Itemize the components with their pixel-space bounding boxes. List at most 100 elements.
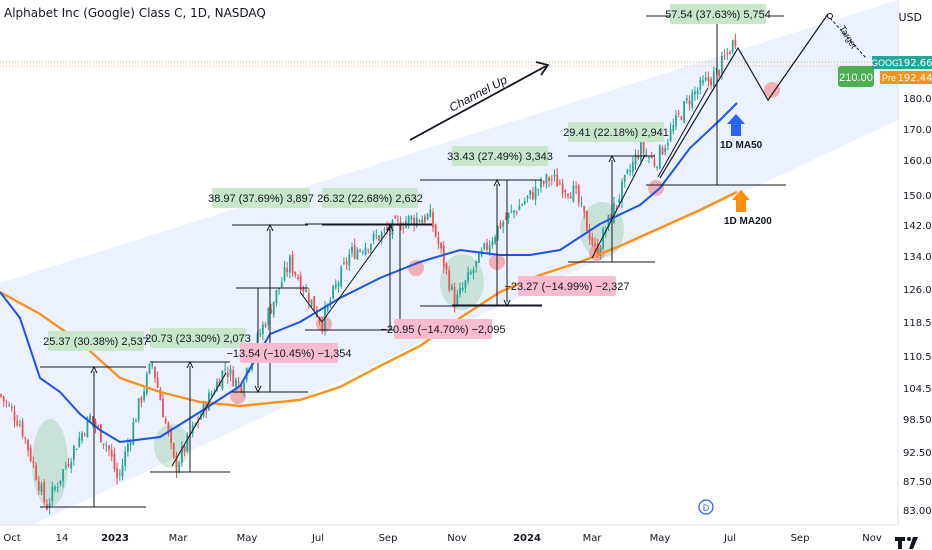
candle [631,156,634,177]
candle [586,210,588,232]
candle [16,414,19,427]
candle [653,154,656,168]
candle [469,269,472,275]
target-line [829,17,867,59]
candle [121,458,124,481]
candle [40,481,43,496]
trend-leg[interactable] [299,291,323,323]
fall-measure[interactable]: −20.95 (−14.70%) −2,095 [305,223,506,339]
rise-measure[interactable]: 57.54 (37.63%) 5,754 [646,4,784,186]
target-badge [838,66,874,87]
candle [561,178,564,198]
time-tick-label: Oct [3,533,20,544]
candle [442,241,445,274]
candle [175,451,178,479]
trend-leg[interactable] [171,372,227,467]
candle [505,212,507,220]
fall-measure[interactable]: −13.54 (−10.45%) −1,354 [226,287,352,394]
channel-up-label: Channel Up [447,72,510,114]
channel-arrow[interactable] [409,65,547,141]
candle [289,254,291,279]
candle [226,366,229,384]
candle [345,257,348,270]
candle [297,273,299,281]
price-tick-label: 83.00 [903,506,932,517]
candle [378,235,380,242]
candle [140,395,143,408]
ma50-label: 1D MA50 [720,140,763,151]
price-tick-label: 180.00 [903,94,932,105]
candle [607,214,610,232]
rise-measure[interactable]: 20.73 (23.30%) 2,073 [145,328,251,473]
candle [494,234,496,245]
candle [78,431,81,448]
candle [35,462,37,481]
candle [626,168,629,175]
candle [710,76,712,90]
candle [375,229,378,240]
candle [704,71,707,82]
candle [21,418,24,439]
candle [467,266,469,285]
candle [313,295,316,311]
rise-measure[interactable]: 25.37 (30.38%) 2,537 [40,331,149,508]
tradingview-logo-icon [895,537,918,549]
candle [216,378,218,392]
candle [302,285,305,297]
rise-label: 25.37 (30.38%) 2,537 [43,336,149,348]
fall-label: −23.27 (−14.99%) −2,327 [504,281,629,293]
trend-leg[interactable] [591,154,646,259]
candle [64,462,67,471]
candle [380,230,383,245]
candle [135,418,137,423]
fall-label-box [518,276,616,296]
trend-leg[interactable] [657,87,709,178]
candle [726,47,729,61]
candle [548,175,550,187]
candle [572,180,575,203]
rise-label: 29.41 (22.18%) 2,941 [563,127,669,139]
candle [75,448,78,451]
candle [370,243,372,254]
time-tick-label: Nov [862,533,882,544]
rise-measure[interactable]: 29.41 (22.18%) 2,941 [563,122,669,263]
dividend-marker-icon[interactable] [698,499,714,515]
candle [575,181,577,194]
candle [291,250,294,277]
candle [235,377,237,394]
candle [459,282,461,298]
candle [48,497,51,515]
price-tick-label: 142.00 [903,221,932,232]
target-point[interactable] [827,13,833,19]
candle [658,144,661,170]
rise-label-box [568,122,664,142]
candle [688,95,691,111]
candle [29,444,32,463]
rise-label: 38.97 (37.69%) 3,897 [208,193,314,205]
rise-label-box [452,146,548,166]
rise-label: 57.54 (37.63%) 5,754 [665,9,771,21]
ma200-label: 1D MA200 [724,216,772,227]
fall-measure[interactable]: −23.27 (−14.99%) −2,327 [420,179,630,308]
candle [683,100,685,124]
candle [434,223,437,238]
candle [602,226,604,250]
projection-path[interactable] [659,13,829,179]
candle [186,432,189,454]
last-price-badge [898,56,932,69]
time-tick-label: Mar [583,533,603,544]
candle [278,288,280,295]
rise-measure[interactable]: 26.32 (22.68%) 2,632 [317,188,432,331]
candle [340,264,343,289]
trend-leg[interactable] [321,224,393,323]
price-tick-label: 104.50 [903,384,932,395]
candle [229,365,232,382]
candle [594,237,596,253]
rise-label: 20.73 (23.30%) 2,073 [145,333,251,345]
currency-label[interactable]: USD [898,11,922,24]
candle [564,188,567,199]
candle [172,442,175,459]
candle [367,248,370,254]
candle [472,266,475,280]
